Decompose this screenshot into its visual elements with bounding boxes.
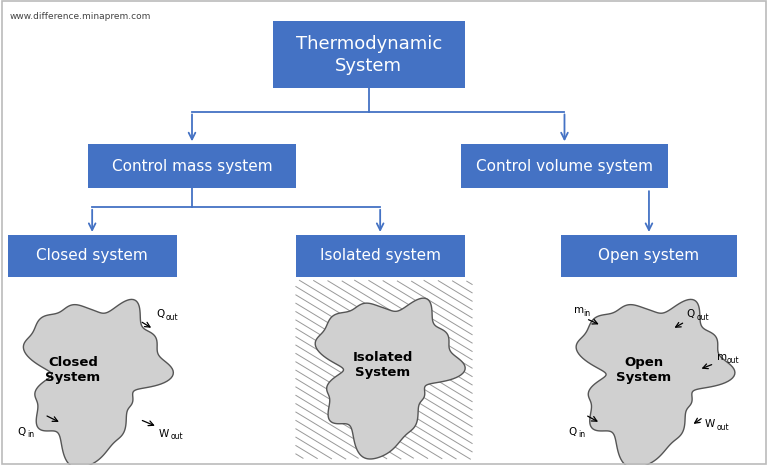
Text: in: in <box>584 309 591 318</box>
Text: Control volume system: Control volume system <box>476 159 653 174</box>
Text: Thermodynamic
System: Thermodynamic System <box>296 34 442 75</box>
Text: out: out <box>170 432 183 441</box>
Text: W: W <box>705 419 715 430</box>
Text: Q: Q <box>17 427 25 437</box>
Text: Q: Q <box>687 308 695 319</box>
Text: out: out <box>166 313 178 322</box>
FancyBboxPatch shape <box>461 144 668 188</box>
Text: Q: Q <box>568 427 577 437</box>
Polygon shape <box>315 298 465 459</box>
FancyBboxPatch shape <box>273 21 465 88</box>
FancyBboxPatch shape <box>561 235 737 277</box>
FancyBboxPatch shape <box>296 235 465 277</box>
Text: Q: Q <box>156 309 164 319</box>
Text: Control mass system: Control mass system <box>111 159 273 174</box>
Text: m: m <box>717 352 727 362</box>
Polygon shape <box>576 299 735 465</box>
Text: out: out <box>727 356 739 365</box>
Text: www.difference.minaprem.com: www.difference.minaprem.com <box>10 12 151 20</box>
Text: W: W <box>159 429 169 439</box>
FancyBboxPatch shape <box>8 235 177 277</box>
Text: Open system: Open system <box>598 248 700 263</box>
Text: Closed
System: Closed System <box>45 356 101 384</box>
Text: in: in <box>578 430 585 439</box>
FancyBboxPatch shape <box>88 144 296 188</box>
Text: Open
System: Open System <box>616 356 671 384</box>
Polygon shape <box>23 299 174 465</box>
Text: out: out <box>697 313 709 322</box>
Text: out: out <box>717 423 729 432</box>
Text: Isolated
System: Isolated System <box>353 351 412 379</box>
Text: Isolated system: Isolated system <box>319 248 441 263</box>
Text: m: m <box>574 305 584 315</box>
Text: Closed system: Closed system <box>36 248 148 263</box>
Text: in: in <box>27 430 34 439</box>
